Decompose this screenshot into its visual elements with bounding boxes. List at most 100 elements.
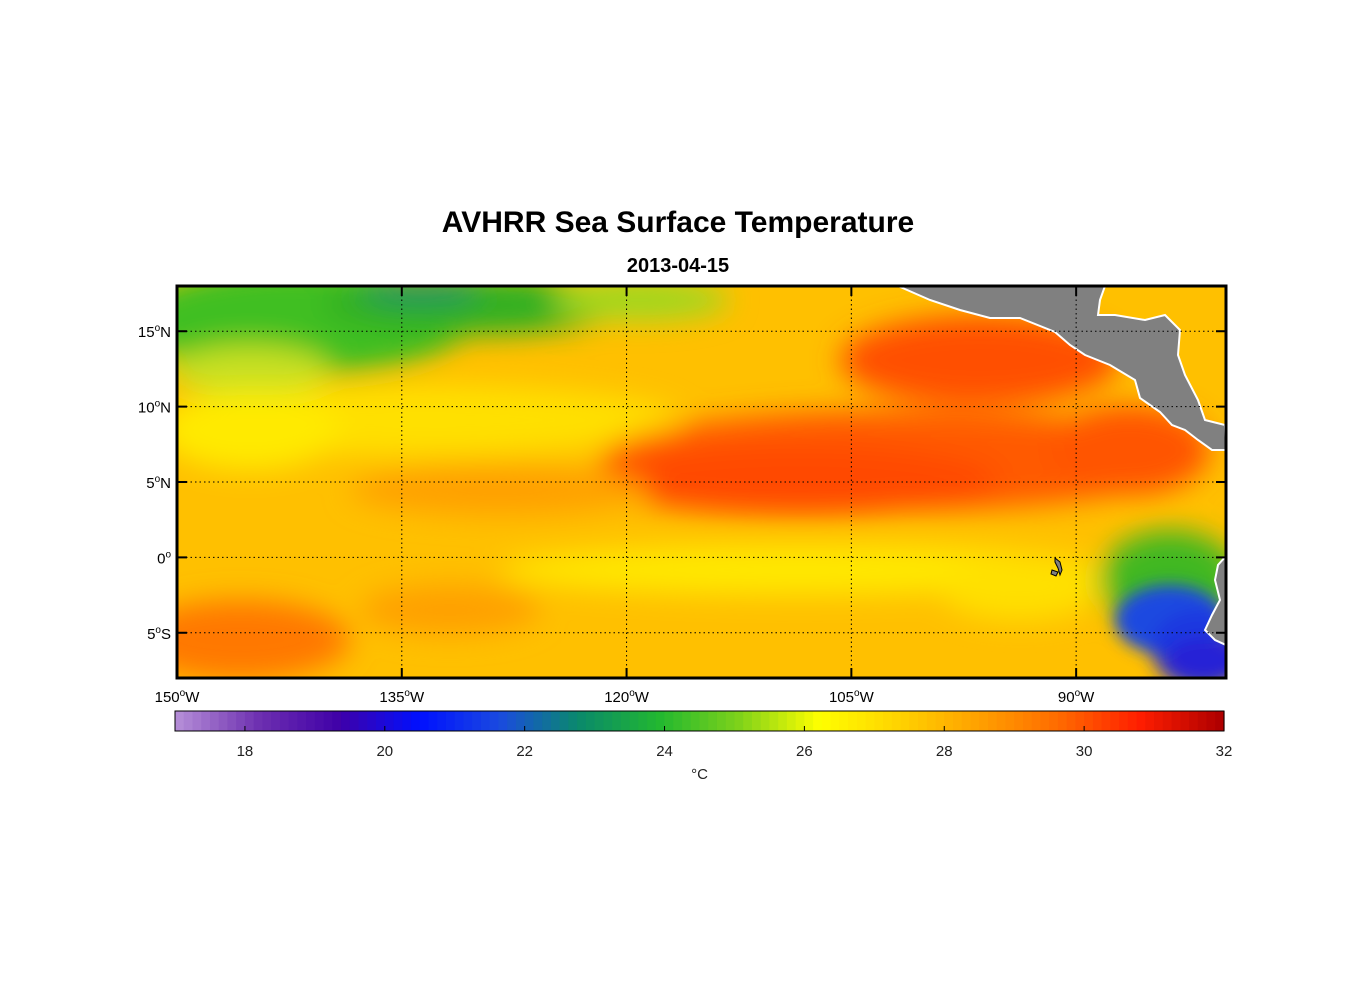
colorbar-segment — [209, 711, 220, 731]
colorbar-segment — [883, 711, 893, 731]
colorbar-segment — [1022, 711, 1033, 731]
colorbar-segment — [323, 711, 333, 731]
colorbar-segment — [760, 711, 771, 731]
colorbar-segment — [201, 711, 211, 731]
colorbar-segment — [612, 711, 622, 731]
colorbar-segment — [1171, 711, 1181, 731]
colorbar-segment — [1110, 711, 1120, 731]
x-tick-label: 90oW — [1058, 688, 1095, 706]
colorbar-segment — [542, 711, 552, 731]
colorbar-segment — [664, 711, 674, 731]
colorbar-segment — [463, 711, 473, 731]
colorbar-segment — [655, 711, 666, 731]
y-tick-label: 10oN — [138, 399, 171, 417]
colorbar-tick-label: 20 — [376, 743, 393, 760]
colorbar-segment — [900, 711, 910, 731]
colorbar-segment — [1005, 711, 1015, 731]
y-tick-label: 0o — [157, 549, 171, 567]
colorbar-segment — [472, 711, 482, 731]
colorbar-segment — [909, 711, 919, 731]
colorbar-segment — [1189, 711, 1199, 731]
colorbar-segment — [288, 711, 298, 731]
colorbar-segment — [970, 711, 980, 731]
x-tick-label: 120oW — [604, 688, 650, 706]
colorbar-segment — [393, 711, 403, 731]
colorbar-segment — [175, 711, 185, 731]
colorbar-segment — [437, 711, 447, 731]
colorbar-segment — [716, 711, 727, 731]
sst-warm-e — [1050, 405, 1210, 495]
colorbar-segment — [987, 711, 998, 731]
colorbar-tick-label: 26 — [796, 743, 813, 760]
colorbar-segment — [673, 711, 683, 731]
colorbar-segment — [1154, 711, 1164, 731]
colorbar-segment — [585, 711, 596, 731]
colorbar-segment — [244, 711, 255, 731]
colorbar-segment — [1101, 711, 1111, 731]
colorbar-segment — [865, 711, 875, 731]
sst-cool-n3 — [360, 286, 480, 302]
colorbar-segment — [332, 711, 342, 731]
colorbar-tick-label: 28 — [936, 743, 953, 760]
colorbar-segment — [1040, 711, 1050, 731]
colorbar-segment — [682, 711, 692, 731]
colorbar-segment — [568, 711, 578, 731]
colorbar-segment — [1066, 711, 1076, 731]
y-axis: 15oN 10oN 5oN 0o 5oS — [138, 323, 1226, 643]
land-south-america — [1203, 554, 1226, 647]
colorbar-segment — [926, 711, 937, 731]
colorbar-segment — [725, 711, 736, 731]
colorbar-segment — [419, 711, 430, 731]
colorbar-segment — [1145, 711, 1155, 731]
colorbar-segment — [848, 711, 858, 731]
colorbar-segment — [1014, 711, 1024, 731]
colorbar-segment — [306, 711, 316, 731]
colorbar-label: °C — [691, 766, 708, 783]
colorbar-segment — [629, 711, 639, 731]
colorbar-segment — [1075, 711, 1085, 731]
colorbar-segment — [498, 711, 508, 731]
sst-yellow-w — [177, 390, 340, 470]
x-axis: 150oW 135oW 120oW 105oW 90oW — [155, 286, 1095, 706]
x-tick-label: 105oW — [829, 688, 875, 706]
colorbar-segment — [297, 711, 307, 731]
colorbar-segment — [1057, 711, 1068, 731]
colorbar-segment — [1084, 711, 1094, 731]
colorbar-tick-label: 22 — [516, 743, 533, 760]
colorbar-segment — [550, 711, 561, 731]
colorbar-frame — [174, 710, 1225, 732]
colorbar-tick-label: 32 — [1216, 743, 1233, 760]
sst-orange-w — [350, 465, 650, 515]
colorbar-segment — [480, 711, 491, 731]
colorbar-tick-label: 24 — [656, 743, 673, 760]
colorbar: 18 20 22 24 26 28 30 32 °C — [174, 710, 1233, 783]
chart-subtitle: 2013-04-15 — [626, 255, 730, 277]
colorbar-segment — [262, 711, 272, 731]
sst-field — [177, 286, 1226, 678]
colorbar-segment — [979, 711, 989, 731]
colorbar-segment — [384, 711, 395, 731]
y-tick-label: 5oN — [146, 474, 171, 492]
colorbar-segment — [856, 711, 867, 731]
colorbar-segment — [227, 711, 237, 731]
sst-warm-nw-coast — [840, 315, 1120, 405]
colorbar-segment — [1092, 711, 1103, 731]
colorbar-segment — [638, 711, 648, 731]
y-tick-label: 15oN — [138, 323, 171, 341]
colorbar-segment — [515, 711, 526, 731]
colorbar-segment — [769, 711, 779, 731]
colorbar-tick-label: 18 — [237, 743, 254, 760]
colorbar-segment — [839, 711, 849, 731]
colorbar-segment — [830, 711, 840, 731]
sst-cool-nw2 — [177, 345, 330, 395]
colorbar-segment — [183, 711, 194, 731]
colorbar-segment — [376, 711, 386, 731]
colorbar-segment — [961, 711, 972, 731]
colorbar-segment — [821, 711, 832, 731]
colorbar-segment — [533, 711, 543, 731]
colorbar-segment — [1031, 711, 1042, 731]
colorbar-segment — [891, 711, 902, 731]
colorbar-segment — [236, 711, 246, 731]
land-galapagos — [1050, 556, 1063, 577]
